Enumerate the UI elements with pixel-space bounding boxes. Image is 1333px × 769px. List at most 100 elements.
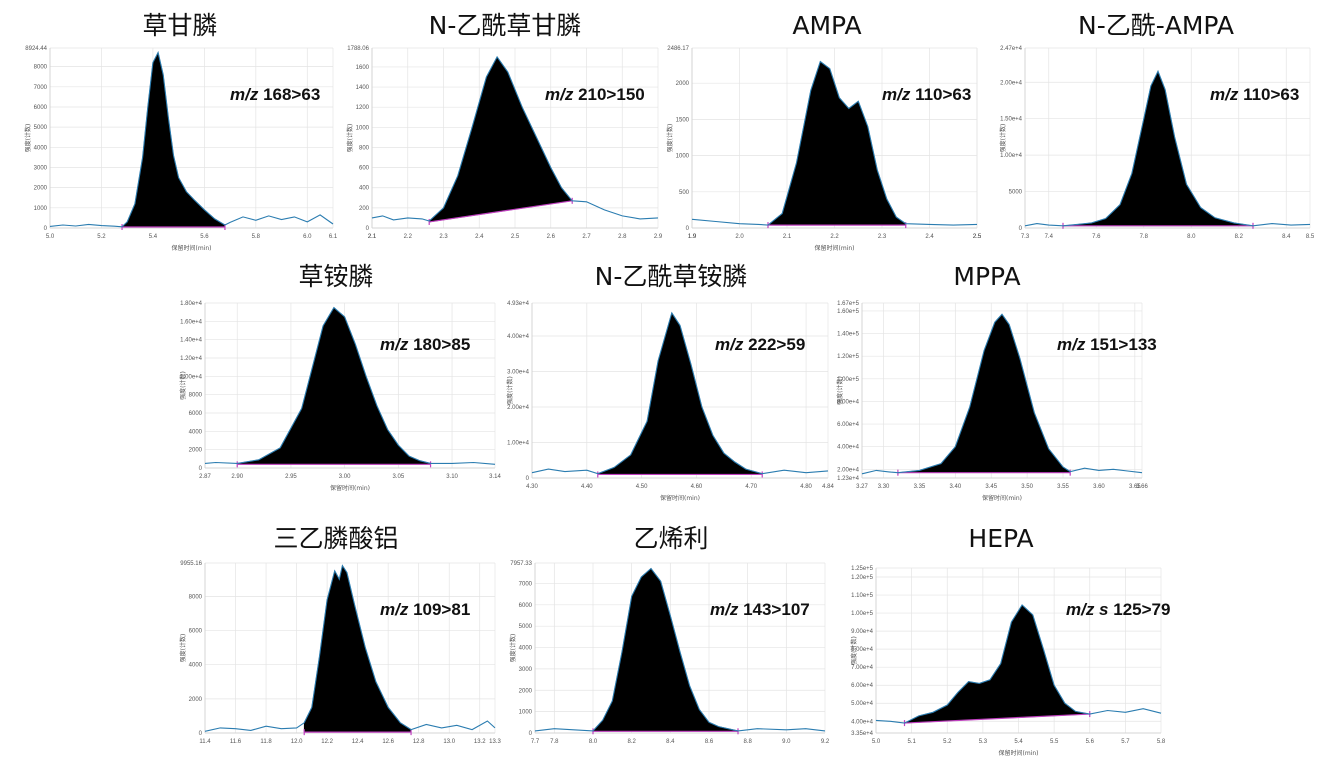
x-tick-label: 2.1 [783, 234, 792, 240]
y-tick-label: 1.40e+4 [180, 338, 203, 344]
y-tick-label: 9955.16 [180, 561, 202, 567]
x-tick-label: 9.2 [821, 739, 830, 745]
y-tick-label: 800 [359, 145, 370, 151]
x-tick-label: 5.6 [1086, 739, 1095, 745]
x-tick-label: 13.2 [474, 739, 486, 745]
x-tick-label: 5.7 [1121, 739, 1130, 745]
y-tick-label: 1400 [356, 85, 370, 91]
x-tick-label: 5.6 [200, 234, 209, 240]
x-tick-label: 3.55 [1057, 484, 1069, 490]
x-tick-label: 9.0 [782, 739, 791, 745]
x-tick-label: 6.0 [303, 234, 312, 240]
y-tick-label: 1.00e+5 [837, 377, 860, 383]
x-tick-label: 4.84 [822, 484, 834, 490]
x-tick-label: 8.0 [1187, 234, 1196, 240]
x-axis-label: 保留时间(min) [172, 244, 212, 252]
x-tick-label: 3.00 [339, 474, 351, 480]
y-tick-label: 4.00e+4 [507, 334, 530, 340]
y-tick-label: 1.60e+4 [180, 319, 203, 325]
transition-value: 222>59 [743, 335, 805, 354]
x-tick-label: 5.2 [943, 739, 952, 745]
x-tick-label: 8.4 [1282, 234, 1291, 240]
y-tick-label: 400 [359, 186, 370, 192]
y-tick-label: 4.00e+4 [851, 719, 874, 725]
x-tick-label: 2.3 [878, 234, 887, 240]
y-tick-label: 1.40e+5 [837, 332, 860, 338]
chromatogram-trace [531, 311, 829, 475]
y-tick-label: 8.00e+4 [837, 399, 860, 405]
y-tick-label: 1.60e+5 [837, 309, 860, 315]
chart-title: 草铵膦 [298, 262, 374, 291]
y-axis-label: 强度(计数) [506, 376, 514, 405]
x-tick-label: 4.60 [691, 484, 703, 490]
x-tick-label: 12.0 [291, 739, 303, 745]
x-tick-label: 12.2 [321, 739, 333, 745]
x-tick-label: 13.0 [443, 739, 455, 745]
y-tick-label: 8000 [189, 393, 203, 399]
chromatogram-plot: 0 2000 4000 6000 8000 9955.16 11.4 11.6 11.8 12.0… [179, 561, 501, 745]
x-tick-label: 8.5 [1306, 234, 1315, 240]
y-tick-label: 0 [366, 226, 370, 232]
y-tick-label: 0 [44, 226, 48, 232]
chart-title: N-乙酰草铵膦 [594, 262, 748, 291]
chart-title: N-乙酰-AMPA [1078, 11, 1234, 40]
y-tick-label: 1000 [34, 206, 48, 212]
transition-label: m/z 210>150 [545, 85, 645, 104]
x-tick-label: 2.95 [285, 474, 297, 480]
x-tick-label: 7.6 [1092, 234, 1101, 240]
y-axis-label: 强度(计数) [179, 371, 187, 400]
chromatogram-panel: N-乙酰草甘膦 0 200 400 600 800 1000 1200 1400 1600 1788… [346, 12, 663, 250]
x-tick-label: 3.50 [1021, 484, 1033, 490]
x-tick-label: 11.8 [260, 739, 272, 745]
x-tick-label: 4.40 [581, 484, 593, 490]
chromatogram-panel: MPPA 1.23e+4 2.00e+4 4.00e+4 6.00e+4 8.00e+4 1… [832, 263, 1157, 503]
x-tick-label: 2.2 [830, 234, 839, 240]
transition-mz-prefix: m/z [715, 335, 744, 354]
chromatogram-panel: N-乙酰草铵膦 0 1.00e+4 2.00e+4 3.00e+4 4.00e+4 4.93… [506, 262, 834, 503]
y-tick-label: 0 [526, 476, 530, 482]
x-tick-label: 5.4 [149, 234, 158, 240]
x-tick-label: 2.5 [973, 234, 982, 240]
y-tick-label: 5000 [519, 624, 533, 630]
y-tick-label: 3.35e+4 [851, 731, 874, 737]
chromatogram-panel: N-乙酰-AMPA 0 5000 1.00e+4 1.50e+4 2.00e+4 2.47e… [999, 11, 1315, 250]
x-tick-label: 5.1 [907, 739, 916, 745]
x-tick-label: 2.87 [199, 474, 211, 480]
y-tick-label: 6.00e+4 [851, 683, 874, 689]
y-tick-label: 2000 [189, 697, 203, 703]
y-tick-label: 2000 [519, 688, 533, 694]
chromatogram-trace [861, 313, 1143, 475]
y-tick-label: 4000 [519, 646, 533, 652]
y-tick-label: 2.47e+4 [1000, 46, 1023, 52]
transition-mz-prefix: m/z [1057, 335, 1086, 354]
x-axis-label: 保留时间(min) [982, 494, 1022, 502]
transition-value: 210>150 [573, 85, 644, 104]
y-tick-label: 8.00e+4 [851, 647, 874, 653]
x-tick-label: 2.4 [925, 234, 934, 240]
x-tick-label: 11.6 [230, 739, 242, 745]
peak-area [897, 313, 1071, 473]
x-tick-label: 3.66 [1136, 484, 1148, 490]
x-tick-label: 2.7 [582, 234, 591, 240]
x-tick-label: 5.0 [46, 234, 55, 240]
y-tick-label: 6000 [519, 603, 533, 609]
y-tick-label: 600 [359, 166, 370, 172]
y-tick-label: 4.00e+4 [837, 445, 860, 451]
y-tick-label: 5000 [34, 125, 48, 131]
y-tick-label: 1.80e+4 [180, 301, 203, 307]
x-tick-label: 3.30 [878, 484, 890, 490]
x-tick-label: 2.4 [475, 234, 484, 240]
x-tick-label: 7.8 [550, 739, 559, 745]
y-tick-label: 6000 [34, 105, 48, 111]
x-tick-label: 12.4 [352, 739, 364, 745]
y-tick-label: 1200 [356, 105, 370, 111]
y-tick-label: 1000 [356, 125, 370, 131]
y-tick-label: 1.67e+5 [837, 301, 860, 307]
transition-label: m/z 110>63 [882, 85, 971, 104]
transition-label: m/z 180>85 [380, 335, 470, 354]
transition-value: 125>79 [1109, 600, 1171, 619]
y-tick-label: 3000 [34, 165, 48, 171]
x-tick-label: 8.0 [589, 739, 598, 745]
transition-mz-prefix: m/z s [1066, 600, 1109, 619]
